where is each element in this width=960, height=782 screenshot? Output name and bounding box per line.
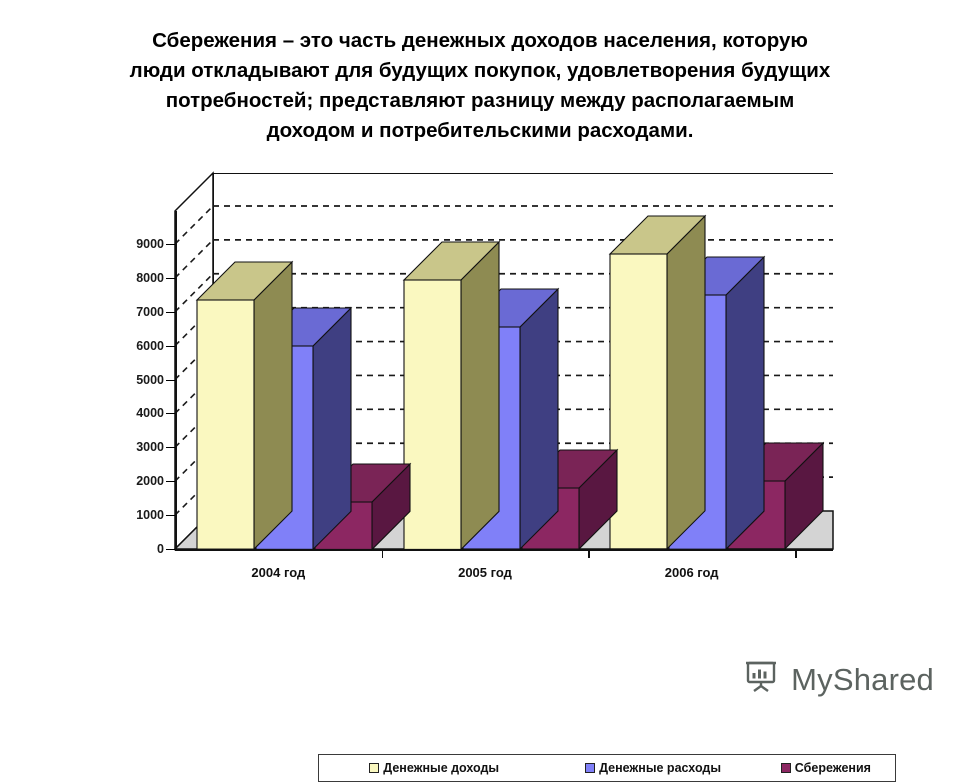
- y-axis-tick-label: 5000: [136, 372, 164, 387]
- bar-1-1: [195, 260, 294, 551]
- presentation-board-icon: [742, 657, 782, 702]
- legend-item-2[interactable]: Денежные расходы: [549, 761, 756, 775]
- x-axis-line: [175, 549, 833, 551]
- legend-swatch-3: [780, 763, 791, 773]
- y-axis-tick: [166, 345, 175, 347]
- x-axis-tick: [588, 549, 590, 558]
- x-axis-tick: [381, 549, 384, 558]
- title-line: Сбережения – это часть денежных доходов …: [152, 29, 808, 52]
- y-axis-tick-label: 7000: [136, 304, 164, 319]
- y-axis-tick-label: 2000: [136, 474, 164, 489]
- legend-swatch-2: [585, 763, 596, 773]
- bar-3-1: [608, 214, 707, 551]
- y-axis-tick-label: 3000: [136, 440, 164, 455]
- y-axis-tick: [166, 277, 175, 279]
- chart-legend: Денежные доходы Денежные расходы Сбережени…: [318, 754, 896, 782]
- legend-label: Денежные расходы: [599, 761, 722, 775]
- title-line: люди откладывают для будущих покупок, уд…: [129, 59, 831, 82]
- bar-chart: 0 1000 2000 3000 4000 5000 6000 7000 8000 9000 20…: [120, 168, 896, 782]
- y-axis-tick-label: 4000: [136, 406, 164, 421]
- y-axis-tick: [166, 413, 175, 415]
- chart-plot-area: [120, 168, 840, 618]
- y-axis-tick-label: 9000: [136, 237, 164, 251]
- x-axis-label: 2006 год: [664, 565, 719, 580]
- watermark-label: MyShared: [791, 661, 934, 697]
- legend-swatch-1: [369, 763, 380, 773]
- y-axis-tick: [166, 244, 175, 245]
- legend-label: Сбережения: [794, 761, 871, 775]
- legend-label: Денежные доходы: [383, 761, 500, 775]
- y-axis-tick-label: 8000: [136, 270, 164, 285]
- myshared-watermark: MyShared: [742, 657, 934, 702]
- bar-2-1: [402, 240, 500, 551]
- y-axis-tick-label: 0: [157, 542, 164, 556]
- title-line: доходом и потребительскими расходами.: [266, 119, 694, 142]
- legend-item-1[interactable]: Денежные доходы: [319, 761, 549, 775]
- y-axis-tick: [166, 379, 175, 381]
- slide-title: Сбережения – это часть денежных доходов …: [60, 26, 900, 146]
- title-line: потребностей; представляют разницу между…: [165, 89, 795, 112]
- legend-item-3[interactable]: Сбережения: [757, 761, 895, 775]
- x-axis-label: 2005 год: [458, 565, 512, 580]
- y-axis-tick: [166, 549, 175, 550]
- y-axis-tick: [166, 447, 175, 449]
- y-axis-tick: [166, 481, 175, 483]
- x-axis-label: 2004 год: [251, 565, 306, 580]
- y-axis-tick: [166, 515, 175, 517]
- y-axis-tick: [166, 311, 175, 313]
- y-axis-tick-label: 1000: [136, 508, 164, 523]
- y-axis-line: [175, 211, 177, 549]
- x-axis-tick: [795, 549, 797, 558]
- y-axis-tick-label: 6000: [136, 338, 164, 353]
